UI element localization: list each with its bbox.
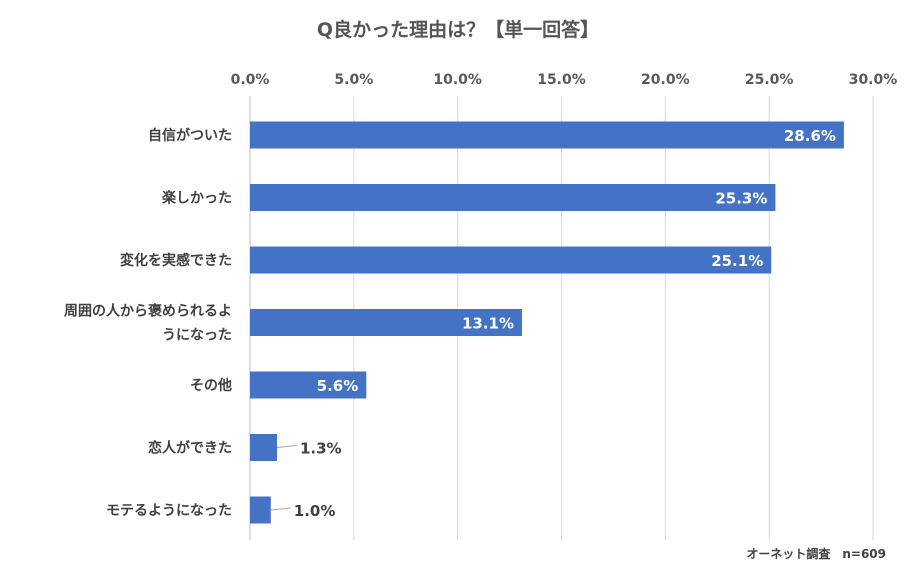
chart-title: Q良かった理由は？【単一回答】 bbox=[317, 18, 599, 41]
source-note: オーネット調査 n=609 bbox=[746, 546, 886, 561]
leader-line bbox=[276, 445, 298, 448]
data-label: 25.3% bbox=[715, 190, 767, 208]
data-labels: 28.6% 25.3% 25.1% 13.1% 5.6% 1.3% 1.0% bbox=[270, 127, 836, 520]
bar bbox=[250, 496, 271, 524]
bar bbox=[250, 184, 776, 211]
category-label: 変化を実感できた bbox=[120, 252, 232, 269]
x-tick-label: 5.0% bbox=[334, 72, 373, 88]
x-axis-ticks: 0.0% 5.0% 10.0% 15.0% 20.0% 25.0% 30.0% bbox=[231, 72, 898, 88]
x-tick-label: 20.0% bbox=[641, 72, 690, 88]
category-label: その他 bbox=[190, 377, 232, 394]
bars bbox=[250, 121, 844, 524]
data-label: 28.6% bbox=[784, 127, 836, 145]
leader-line bbox=[270, 507, 291, 511]
bar bbox=[250, 121, 844, 149]
category-labels: 自信がついた楽しかった変化を実感できた周囲の人から褒められるようになったその他恋… bbox=[64, 127, 232, 519]
data-label: 1.0% bbox=[294, 502, 336, 520]
x-tick-label: 0.0% bbox=[231, 72, 270, 88]
bar bbox=[250, 434, 277, 461]
bar bbox=[250, 246, 772, 274]
bar bbox=[250, 371, 367, 399]
data-label: 5.6% bbox=[317, 377, 359, 395]
category-label: モテるようになった bbox=[106, 503, 232, 519]
category-label: 自信がついた bbox=[148, 127, 232, 144]
category-label: 周囲の人から褒められるようになった bbox=[64, 303, 232, 344]
data-label: 13.1% bbox=[462, 315, 514, 333]
bar bbox=[250, 309, 523, 336]
data-label: 1.3% bbox=[300, 440, 342, 458]
x-tick-label: 15.0% bbox=[537, 72, 586, 88]
category-label: 楽しかった bbox=[161, 190, 232, 207]
x-tick-label: 30.0% bbox=[849, 72, 898, 88]
category-label: 恋人ができた bbox=[148, 440, 232, 457]
x-tick-label: 25.0% bbox=[745, 72, 794, 88]
x-tick-label: 10.0% bbox=[433, 72, 482, 88]
data-label: 25.1% bbox=[711, 252, 763, 270]
